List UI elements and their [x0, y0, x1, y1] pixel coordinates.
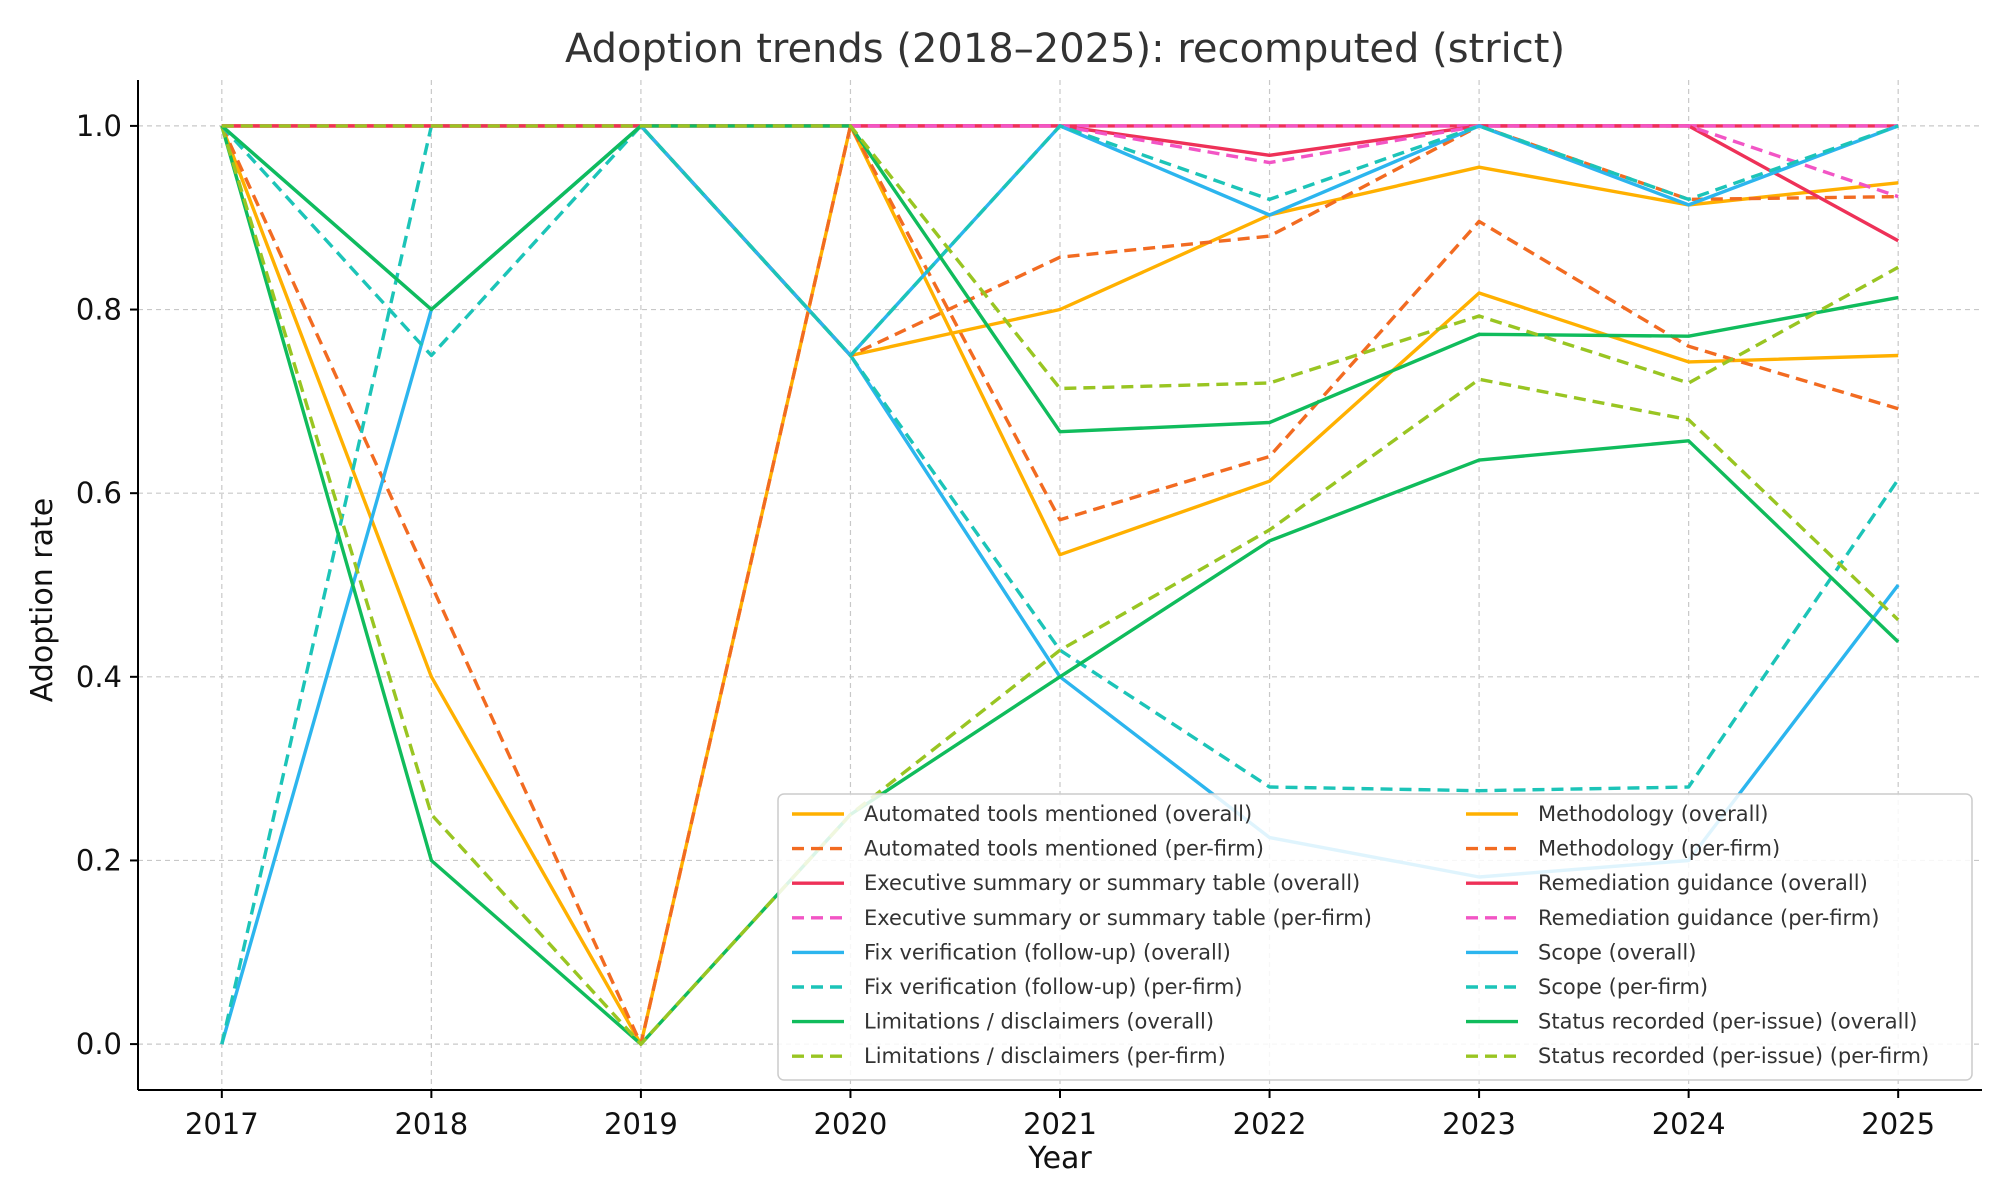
- x-tick-label: 2021: [1023, 1107, 1097, 1141]
- legend-label: Executive summary or summary table (over…: [864, 871, 1360, 895]
- legend: Automated tools mentioned (overall) Autom…: [777, 793, 1973, 1081]
- series-lines: [220, 124, 1900, 1046]
- y-axis-label: Adoption rate: [25, 498, 60, 702]
- x-tick-label: 2022: [1233, 1107, 1307, 1141]
- y-tick-label: 0.6: [76, 476, 122, 510]
- axes: 2017 2018 2019 2020 2021 2022 2023 2024 2025 0.0 0…: [76, 80, 1982, 1141]
- legend-label: Limitations / disclaimers (overall): [864, 1010, 1214, 1034]
- legend-label: Methodology (overall): [1538, 802, 1768, 826]
- legend-label: Fix verification (follow-up) (per-firm): [864, 975, 1243, 999]
- legend-label: Fix verification (follow-up) (overall): [864, 940, 1231, 964]
- legend-label: Scope (overall): [1538, 940, 1696, 964]
- x-tick-label: 2024: [1652, 1107, 1726, 1141]
- legend-label: Automated tools mentioned (overall): [864, 802, 1252, 826]
- legend-label: Methodology (per-firm): [1538, 837, 1780, 861]
- legend-label: Remediation guidance (overall): [1538, 871, 1868, 895]
- series-line-15: [220, 124, 1899, 434]
- x-axis-label: Year: [1027, 1141, 1092, 1176]
- x-tick-label: 2025: [1861, 1107, 1935, 1141]
- legend-label: Remediation guidance (per-firm): [1538, 906, 1879, 930]
- x-tick-label: 2019: [604, 1107, 678, 1141]
- series-line-14: [220, 124, 1899, 358]
- x-tick-label: 2018: [394, 1107, 468, 1141]
- y-tick-label: 0.8: [76, 293, 122, 327]
- x-tick-label: 2017: [185, 1107, 259, 1141]
- y-tick-label: 0.2: [76, 843, 122, 877]
- series-line-1: [220, 124, 1899, 1046]
- legend-label: Limitations / disclaimers (per-firm): [864, 1044, 1226, 1068]
- series-line-10: [221, 124, 1899, 358]
- legend-label: Executive summary or summary table (per-…: [864, 906, 1372, 930]
- chart-title: Adoption trends (2018–2025): recomputed …: [565, 26, 1565, 72]
- legend-label: Status recorded (per-issue) (overall): [1538, 1010, 1917, 1034]
- series-line-7: [220, 125, 1900, 1046]
- legend-box: [777, 793, 1973, 1081]
- series-line-2: [220, 124, 1899, 1046]
- legend-label: Automated tools mentioned (per-firm): [864, 837, 1264, 861]
- y-tick-label: 0.4: [76, 660, 122, 694]
- legend-label: Scope (per-firm): [1538, 975, 1708, 999]
- legend-label: Status recorded (per-issue) (per-firm): [1538, 1044, 1929, 1068]
- y-tick-label: 1.0: [76, 109, 122, 143]
- x-tick-label: 2020: [814, 1107, 888, 1141]
- y-tick-label: 0.0: [76, 1027, 122, 1061]
- x-tick-label: 2023: [1442, 1107, 1516, 1141]
- series-line-8: [220, 125, 1900, 1046]
- series-line-16: [221, 124, 1900, 391]
